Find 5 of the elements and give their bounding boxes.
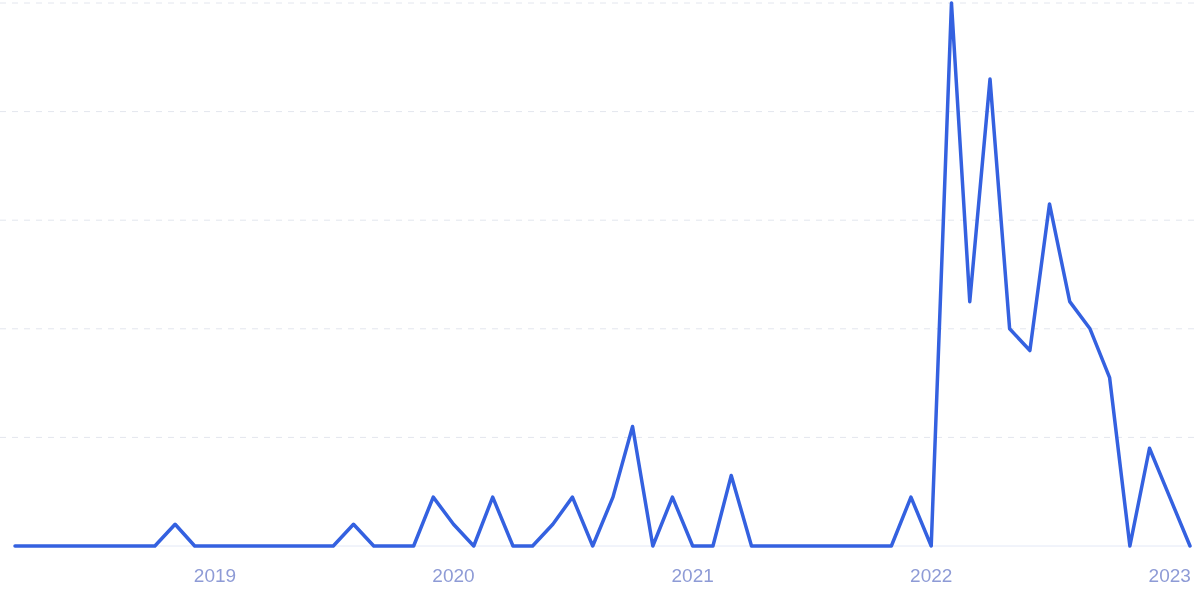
x-tick-label: 2019: [193, 565, 237, 586]
x-tick-label: 2023: [1148, 565, 1191, 586]
x-tick-label: 2020: [432, 565, 475, 586]
x-tick-label: 2022: [910, 565, 953, 586]
x-tick-label: 2021: [671, 565, 714, 586]
